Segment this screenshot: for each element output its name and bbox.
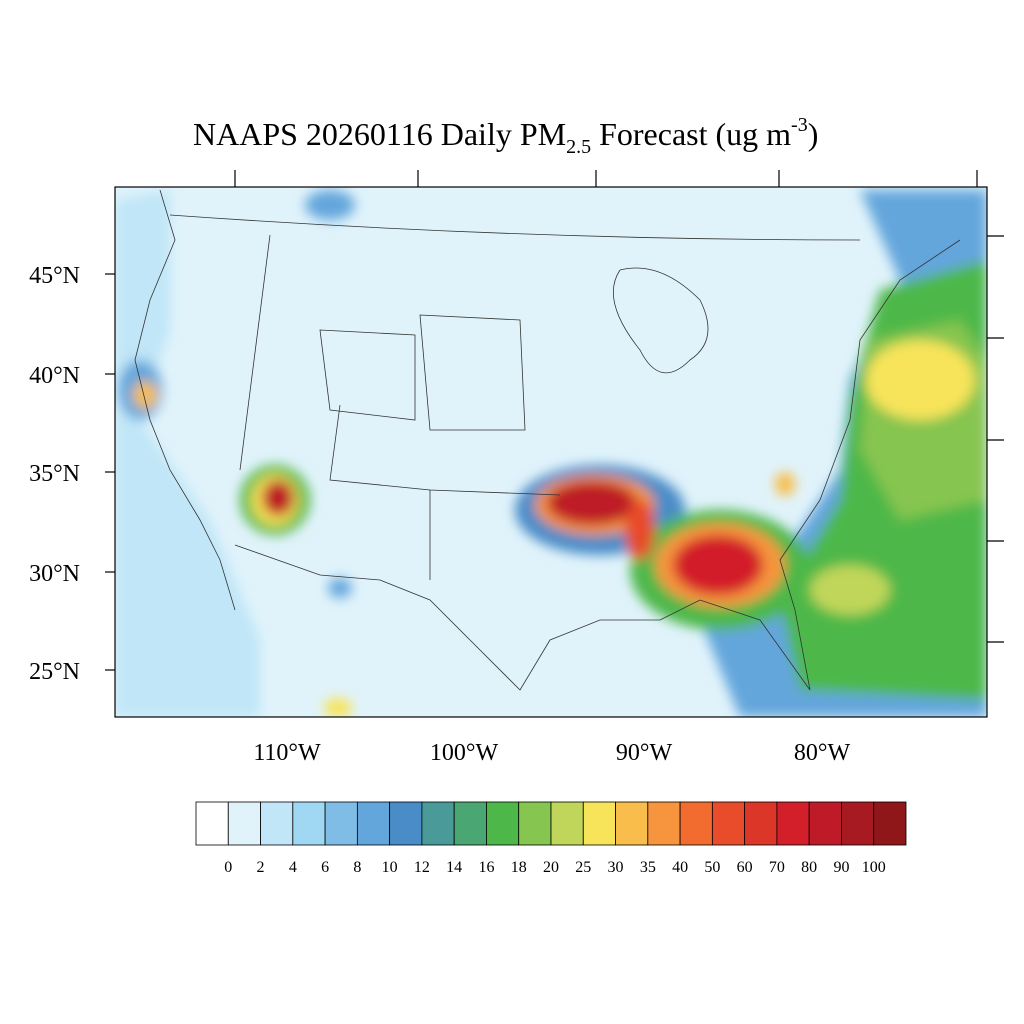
lon-label: 90°W [616,740,673,766]
colorbar-label: 90 [833,859,849,876]
lat-label: 30°N [29,561,80,587]
colorbar-label: 20 [543,859,559,876]
great-lakes [613,267,709,374]
colorbar-box [486,801,520,846]
title: NAAPS 20260116 Daily PM2.5 Forecast (ug … [193,114,818,158]
colorbar-box [227,801,261,846]
colorbar-label: 25 [575,859,591,876]
colorbar-box [873,801,907,846]
colorbar-label: 40 [672,859,688,876]
lat-label: 40°N [29,363,80,389]
colorbar-label: 100 [862,859,886,876]
lon-label: 100°W [430,740,499,766]
colorbar-label: 18 [511,859,527,876]
colorbar-box [324,801,358,846]
map-field [115,187,987,717]
concentration-blobs [115,190,987,717]
colorbar-box [389,801,423,846]
frame-ticks [234,170,1004,643]
axis-labels: 45°N 40°N 35°N 30°N 25°N 110°W 100°W 90°W 80°W [29,263,850,766]
title-superscript: -3 [791,114,808,136]
colorbar-box [356,801,391,846]
colorbar-box [550,801,584,846]
northern-border [169,214,861,241]
lat-label: 25°N [29,659,80,685]
colorbar-box [808,801,842,846]
colorbar-label: 16 [478,859,494,876]
colorbar-box [421,801,455,846]
colorbar-box [841,801,875,846]
colorbar-label: 10 [382,859,398,876]
colorbar-box [711,801,746,846]
lon-label: 110°W [253,740,321,766]
colorbar-box [453,801,487,846]
colorbar-label: 35 [640,859,656,876]
colorbar-box [615,801,649,846]
boundaries [134,189,961,691]
colorbar-box [292,801,326,846]
colorbar-label: 0 [224,859,232,876]
colorbar-box [260,801,294,846]
colorbar-box [679,801,713,846]
colorbar-box [647,801,681,846]
lat-label: 35°N [29,461,80,487]
colorbar-label: 50 [704,859,720,876]
colorbar-box [776,801,810,846]
colorbar-label: 14 [446,859,462,876]
colorbar-label: 6 [321,859,329,876]
colorbar-box [518,801,552,846]
title-middle: Forecast (ug m [591,116,791,152]
colorbar-label: 30 [608,859,624,876]
colorbar-label: 80 [801,859,817,876]
colorbar-label: 2 [257,859,265,876]
map-frame [114,186,988,718]
colorbar-label: 60 [737,859,753,876]
title-main: NAAPS 20260116 Daily PM [193,116,566,152]
colorbar-label: 8 [353,859,361,876]
lon-label: 80°W [794,740,851,766]
lat-label: 45°N [29,263,80,289]
west-coast [134,189,236,611]
colorbar-label: 70 [769,859,785,876]
colorbar: 0 2 4 6 8 10 12 14 16 18 20 25 30 35 40 50 60 70 80 90 100 [195,801,907,876]
colorbar-box [195,801,229,846]
state-lines [239,234,561,580]
south-east-coast [234,239,961,691]
colorbar-box [744,801,778,846]
title-subscript: 2.5 [566,136,591,158]
colorbar-label: 12 [414,859,430,876]
title-end: ) [808,116,819,152]
colorbar-label: 4 [289,859,297,876]
colorbar-box [582,801,616,846]
